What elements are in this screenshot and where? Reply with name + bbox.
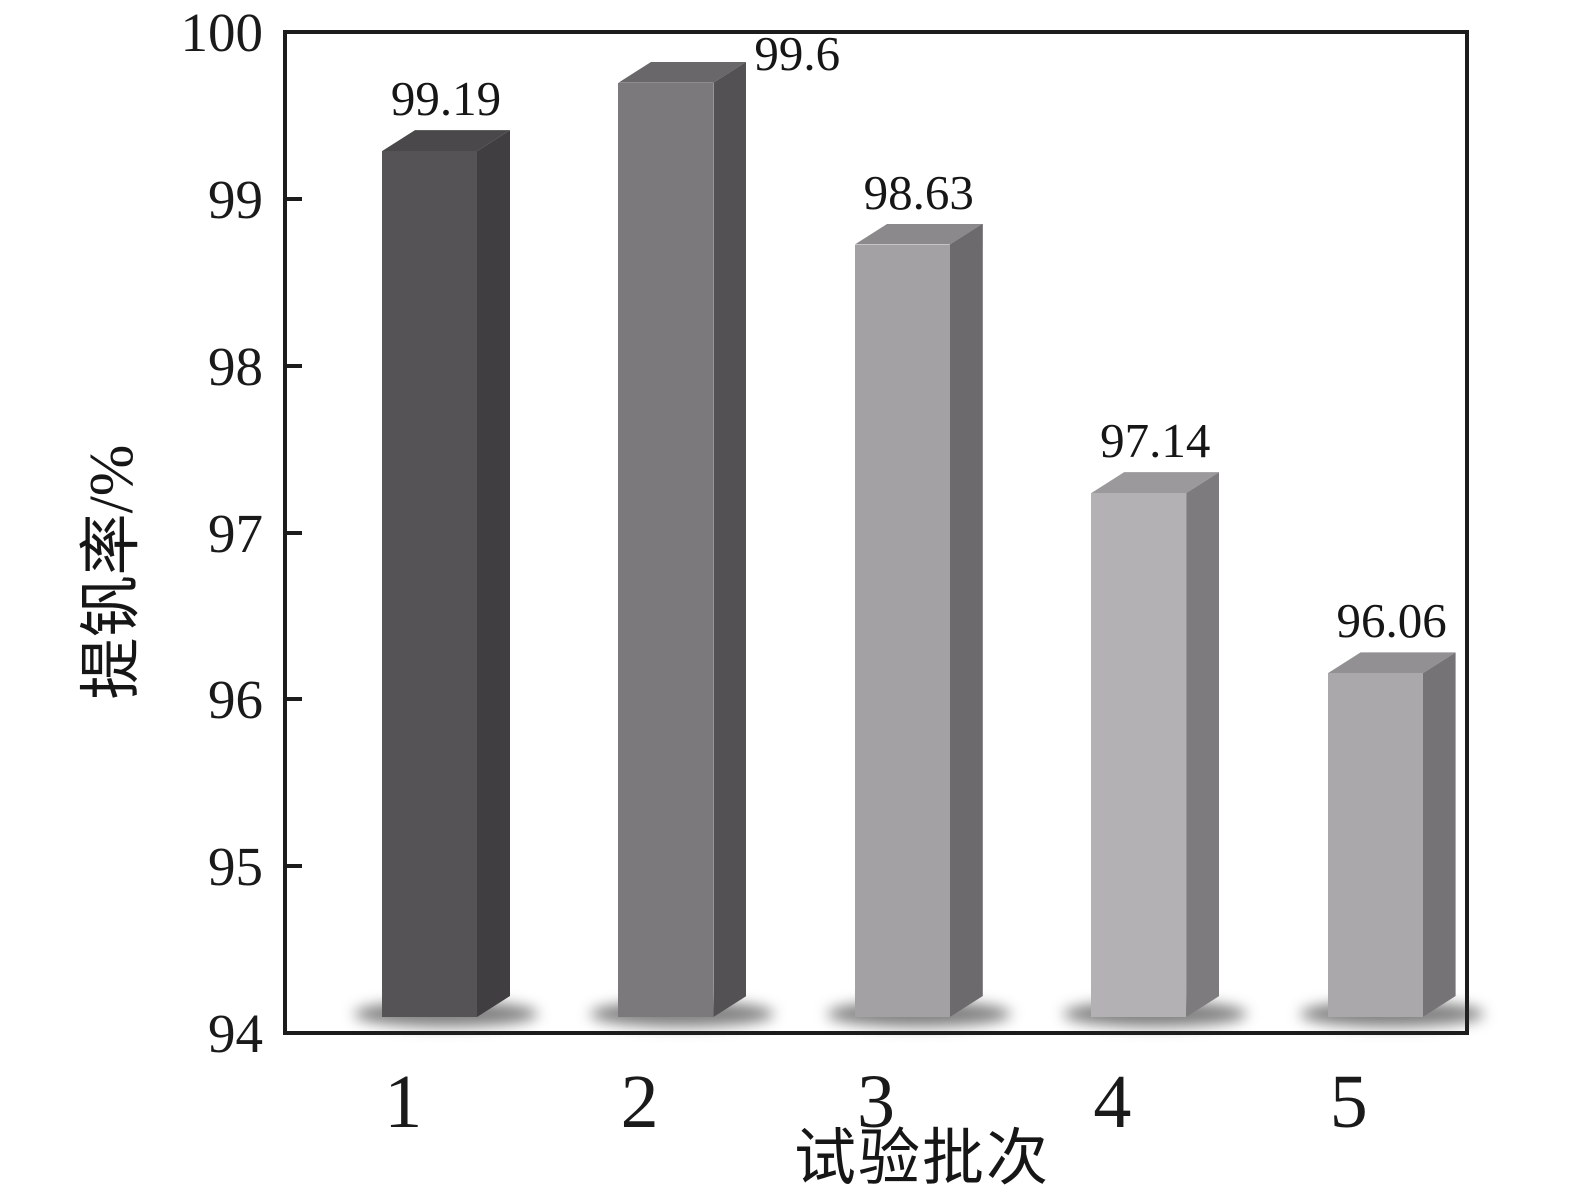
bar-front-face xyxy=(1091,493,1187,1017)
bar-top-face xyxy=(382,130,510,152)
y-tick-mark xyxy=(287,864,302,869)
bar-top-face xyxy=(1327,652,1456,674)
y-tick-label: 96 xyxy=(208,669,263,731)
bar-front-face xyxy=(382,151,477,1017)
bar-side-face xyxy=(1422,652,1456,1017)
x-tick-label: 3 xyxy=(857,1060,895,1144)
bar-top-face xyxy=(1091,472,1220,494)
bar-front-face xyxy=(1327,673,1423,1017)
bar-front-face xyxy=(618,82,714,1017)
y-tick-label: 99 xyxy=(208,168,263,230)
y-tick-mark xyxy=(287,196,302,201)
bar xyxy=(1091,472,1220,1017)
y-tick-label: 94 xyxy=(208,1003,263,1064)
y-tick-label: 100 xyxy=(180,2,264,63)
x-tick-label: 4 xyxy=(1093,1060,1132,1144)
bar-value-label: 98.63 xyxy=(863,164,974,220)
bar-value-label: 99.6 xyxy=(754,25,841,81)
x-axis-title: 试验批次 xyxy=(793,1125,1050,1193)
bar-top-face xyxy=(618,61,747,83)
bar xyxy=(618,61,747,1017)
bar-value-label: 99.19 xyxy=(390,71,502,127)
x-tick-label: 1 xyxy=(384,1060,423,1144)
y-tick-mark xyxy=(287,363,302,368)
bar-value-label: 96.06 xyxy=(1336,593,1447,649)
y-tick-mark xyxy=(287,697,302,702)
bar xyxy=(382,130,510,1017)
bar-side-face xyxy=(949,223,983,1017)
bar-value-label: 97.14 xyxy=(1100,413,1211,469)
y-tick-label: 97 xyxy=(208,502,263,564)
x-tick-label: 5 xyxy=(1329,1060,1368,1144)
bar-side-face xyxy=(477,130,510,1017)
bar-side-face xyxy=(1186,472,1220,1017)
bar-top-face xyxy=(854,223,983,245)
x-tick-label: 2 xyxy=(620,1060,659,1144)
bar xyxy=(854,223,983,1017)
y-tick-label: 98 xyxy=(208,335,263,397)
bar-front-face xyxy=(854,244,950,1017)
bar xyxy=(1327,652,1456,1017)
y-tick-mark xyxy=(287,530,302,535)
y-tick-label: 95 xyxy=(208,836,263,898)
bar-side-face xyxy=(713,61,747,1017)
